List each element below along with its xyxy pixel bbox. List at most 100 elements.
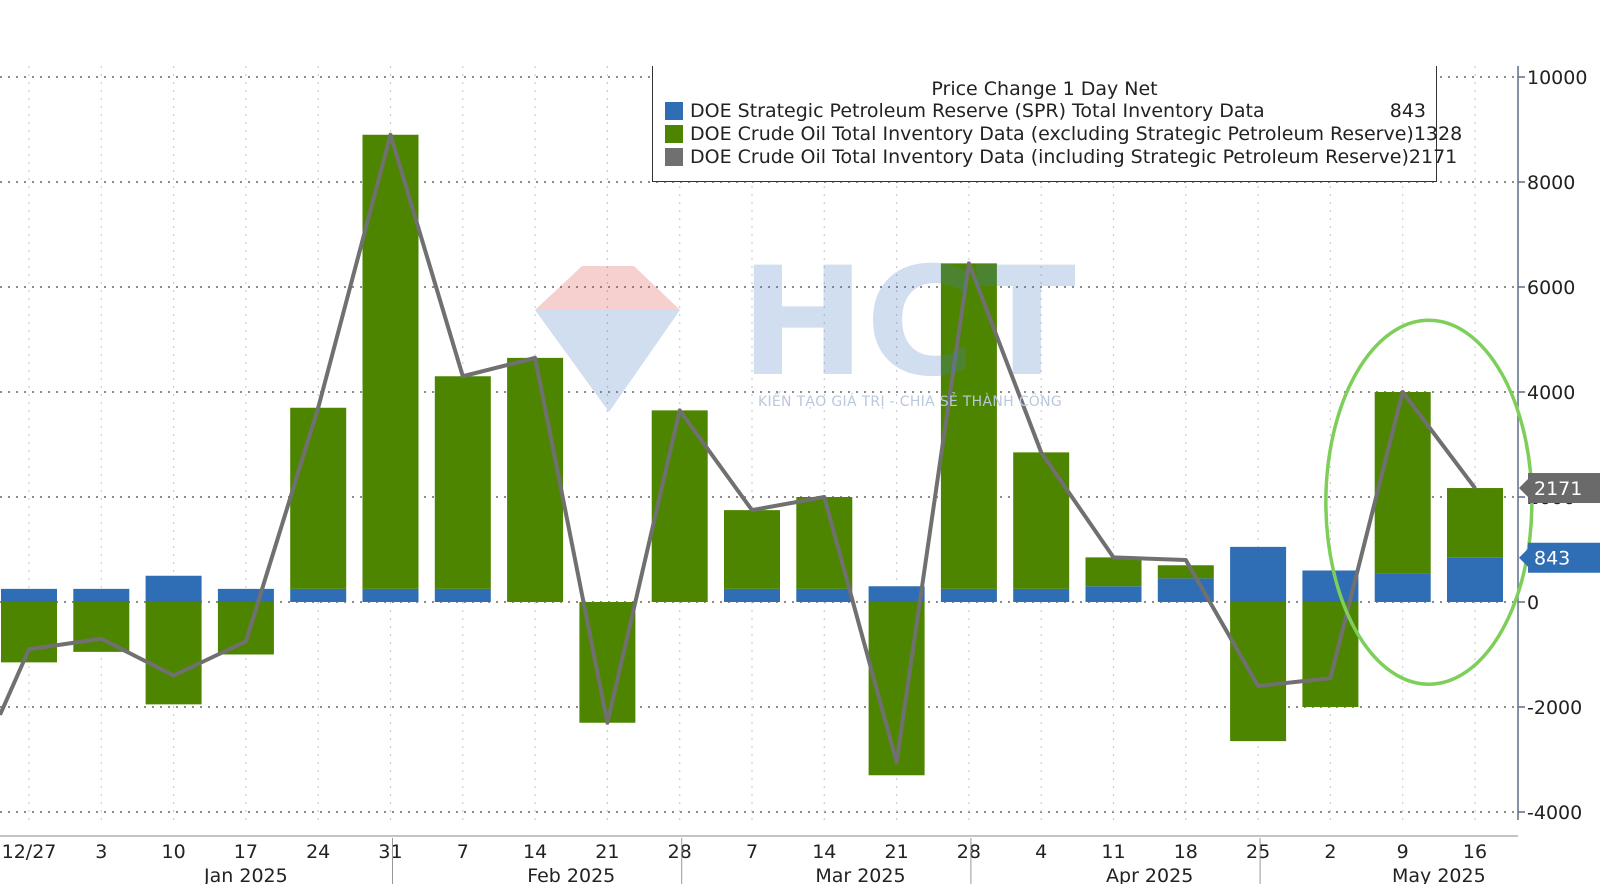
- line-point: [678, 408, 682, 412]
- legend-value-spr: 843: [1389, 100, 1426, 122]
- line-point: [461, 374, 465, 378]
- line-point: [1473, 486, 1477, 490]
- line-point: [1401, 390, 1405, 394]
- bar-excl: [1157, 565, 1214, 579]
- x-tick-label: 24: [306, 841, 330, 863]
- bar-spr: [1085, 586, 1142, 602]
- legend-label-spr: DOE Strategic Petroleum Reserve (SPR) To…: [690, 100, 1265, 122]
- y-tick-label: 10000: [1527, 67, 1587, 89]
- bar-excl: [724, 510, 780, 589]
- x-tick-label: 25: [1246, 841, 1270, 863]
- line-total: [0, 132, 1477, 765]
- x-tick-label: 28: [957, 841, 981, 863]
- y-tick-label: 4000: [1527, 382, 1575, 404]
- callout-pointer: [1519, 548, 1528, 567]
- bar-spr: [145, 575, 202, 602]
- legend-title: Price Change 1 Day Net: [931, 78, 1158, 100]
- legend-label-excl: DOE Crude Oil Total Inventory Data (excl…: [690, 123, 1414, 145]
- bar-spr: [290, 588, 347, 602]
- annotations: 2171 843: [1324, 318, 1600, 686]
- y-tick-label: 6000: [1527, 277, 1575, 299]
- bar-excl: [507, 357, 564, 602]
- x-tick-label: 7: [457, 841, 469, 863]
- x-tick-label: 21: [595, 841, 619, 863]
- line-point: [533, 356, 537, 360]
- x-tick-label: 4: [1035, 841, 1047, 863]
- y-tick-label: -2000: [1527, 697, 1582, 719]
- bar-spr: [868, 586, 925, 602]
- line-point: [750, 508, 754, 512]
- month-label: Feb 2025: [527, 865, 615, 884]
- x-tick-label: 7: [746, 841, 758, 863]
- axes: -4000-2000020004000600080001000012/27310…: [0, 66, 1587, 884]
- line-point: [316, 406, 320, 410]
- callout-pointer: [1519, 479, 1528, 498]
- bar-spr: [1230, 546, 1287, 602]
- legend-item-spr: DOE Strategic Petroleum Reserve (SPR) To…: [665, 100, 1426, 122]
- legend-value-excl: 1328: [1413, 123, 1463, 145]
- x-tick-label: 10: [162, 841, 186, 863]
- bar-excl: [1013, 452, 1070, 589]
- x-tick-label: 21: [885, 841, 909, 863]
- bar-excl: [73, 602, 130, 652]
- line-point: [1184, 558, 1188, 562]
- x-tick-label: 16: [1463, 841, 1487, 863]
- bar-excl: [1230, 602, 1287, 742]
- bars: [1, 134, 1503, 776]
- bar-spr: [434, 588, 491, 602]
- x-tick-label: 17: [234, 841, 258, 863]
- legend-swatch-spr: [665, 102, 683, 120]
- line-point: [99, 637, 103, 641]
- x-tick-label: 18: [1174, 841, 1198, 863]
- line-point: [172, 674, 176, 677]
- legend-value-incl: 2171: [1408, 146, 1458, 168]
- legend-swatch-excl: [665, 125, 683, 143]
- bar-spr: [1374, 573, 1431, 602]
- callout-label: 843: [1534, 548, 1570, 570]
- month-label: Jan 2025: [203, 865, 288, 884]
- x-tick-label: 28: [668, 841, 692, 863]
- legend: Price Change 1 Day Net DOE Strategic Pet…: [652, 66, 1462, 182]
- month-label: Apr 2025: [1106, 865, 1193, 884]
- callout-box: [1528, 473, 1600, 504]
- bar-spr: [940, 588, 997, 602]
- bar-excl: [434, 376, 491, 589]
- line-point: [389, 133, 392, 137]
- line-point: [1256, 684, 1260, 688]
- bar-excl: [1085, 557, 1142, 587]
- bar-excl: [217, 602, 274, 655]
- line-point: [822, 495, 826, 499]
- callout-box: [1528, 542, 1600, 573]
- line-point: [895, 760, 899, 764]
- legend-label-incl: DOE Crude Oil Total Inventory Data (incl…: [690, 146, 1409, 168]
- line-point: [1039, 450, 1043, 454]
- bar-spr: [1447, 557, 1503, 602]
- total-line: [0, 132, 1477, 765]
- line-point: [1112, 555, 1115, 559]
- x-tick-label: 31: [378, 841, 402, 863]
- x-tick-label: 12/27: [2, 841, 57, 863]
- line-point: [27, 647, 31, 651]
- bar-excl: [1447, 488, 1503, 558]
- legend-item-excl: DOE Crude Oil Total Inventory Data (excl…: [665, 123, 1462, 145]
- bar-spr: [217, 588, 274, 602]
- watermark-tagline: KIẾN TẠO GIÁ TRỊ - CHIA SẺ THÀNH CÔNG: [758, 394, 1063, 410]
- x-tick-label: 9: [1397, 841, 1409, 863]
- bar-excl: [796, 497, 853, 589]
- y-tick-label: 8000: [1527, 172, 1575, 194]
- x-tick-label: 14: [812, 841, 836, 863]
- line-point: [605, 721, 609, 725]
- y-tick-label: -4000: [1527, 802, 1582, 824]
- y-tick-label: 0: [1527, 592, 1539, 614]
- line-point: [1328, 676, 1332, 680]
- bar-spr: [724, 588, 780, 602]
- callout-label: 2171: [1534, 478, 1582, 500]
- bar-excl: [651, 410, 708, 602]
- bar-spr: [1013, 588, 1070, 602]
- month-label: Mar 2025: [815, 865, 905, 884]
- bar-spr: [796, 588, 853, 602]
- bar-spr: [73, 588, 130, 602]
- bar-excl: [290, 407, 347, 589]
- x-tick-label: 11: [1101, 841, 1125, 863]
